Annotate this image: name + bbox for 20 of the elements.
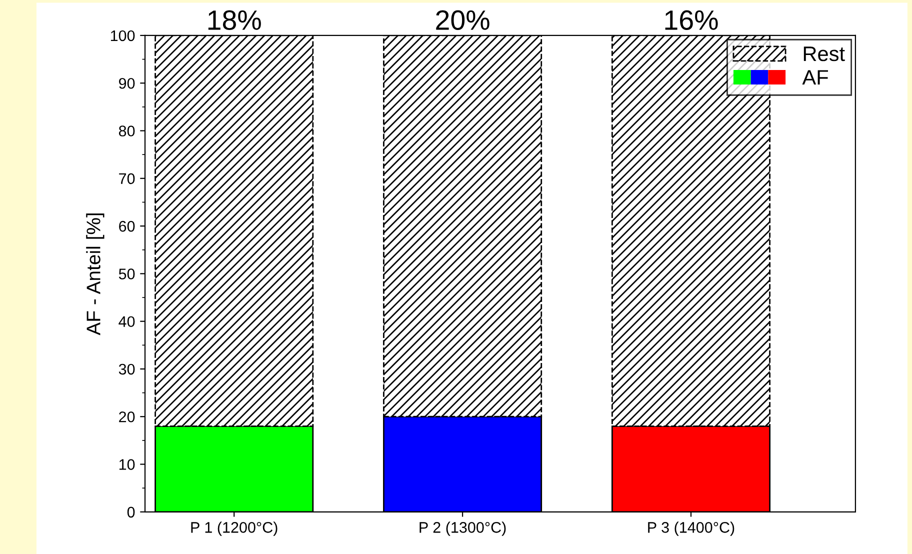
y-tick-label: 70 xyxy=(119,173,135,184)
x-tick-label: P 3 (1400°C) xyxy=(648,522,734,536)
y-tick-label: 0 xyxy=(127,506,135,518)
y-tick-label: 20 xyxy=(119,411,135,422)
y-tick-label: 50 xyxy=(118,268,135,280)
legend-label: AF xyxy=(802,70,828,85)
y-tick-label: 40 xyxy=(118,316,135,328)
y-tick-label: 10 xyxy=(119,459,135,470)
annotation: 18% xyxy=(208,10,261,30)
x-tick-label: P 2 (1300°C) xyxy=(420,522,506,536)
y-tick-label: 30 xyxy=(118,364,135,375)
y-tick-label: 60 xyxy=(119,220,135,232)
annotation: 20% xyxy=(436,10,490,30)
y-axis-title: AF - Anteil [%] xyxy=(86,213,104,336)
legend-label: Rest xyxy=(804,46,845,62)
annotation: 16% xyxy=(665,10,718,30)
x-tick-label: P 1 (1200°C) xyxy=(191,522,278,536)
y-tick-label: 90 xyxy=(119,78,135,89)
y-tick-label: 80 xyxy=(118,126,135,136)
y-tick-label: 100 xyxy=(110,30,135,42)
